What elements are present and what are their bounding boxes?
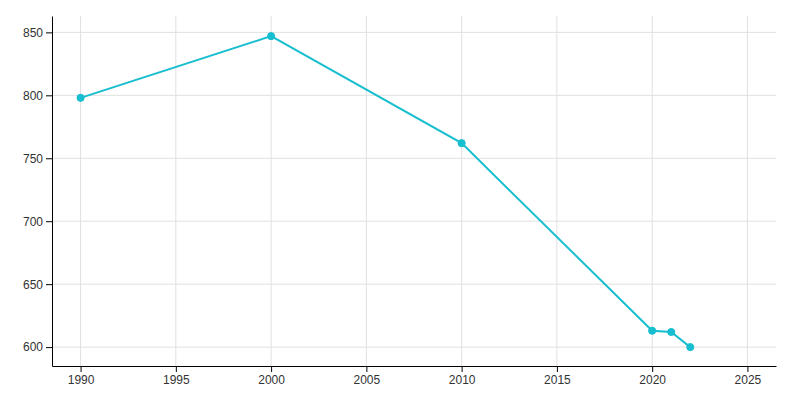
- x-tick: 1990: [68, 366, 95, 387]
- y-tick: 650: [23, 278, 52, 292]
- y-tick: 750: [23, 152, 52, 166]
- y-axis-line: [52, 17, 53, 367]
- x-grid-line: [747, 16, 748, 366]
- x-axis-line: [53, 366, 777, 367]
- plot-area: 1990 1995 2000 2005 2010 2015 2020 2025 600 650 70…: [23, 16, 777, 387]
- x-grid-line: [80, 16, 81, 366]
- x-tick-mark: [747, 366, 748, 372]
- line: [81, 36, 691, 347]
- x-tick-mark: [176, 366, 177, 372]
- x-tick-mark: [557, 366, 558, 372]
- y-tick: 600: [23, 340, 52, 354]
- x-grid-line: [556, 16, 557, 366]
- y-tick: 850: [23, 26, 52, 40]
- x-tick: 2000: [258, 366, 285, 387]
- y-grid-line: [52, 32, 776, 33]
- x-tick-label: 2025: [735, 373, 762, 387]
- x-grid-line: [461, 16, 462, 366]
- point: [77, 94, 84, 101]
- y-grid-line: [52, 284, 776, 285]
- x-tick-label: 2000: [258, 373, 285, 387]
- y-tick-mark: [46, 32, 52, 33]
- y-tick-label: 850: [23, 26, 43, 40]
- x-tick-label: 2015: [544, 373, 571, 387]
- point: [649, 327, 656, 334]
- x-tick-mark: [81, 366, 82, 372]
- y-tick-mark: [46, 284, 52, 285]
- y-tick-mark: [46, 221, 52, 222]
- y-grid-line: [52, 347, 776, 348]
- x-tick-label: 2020: [639, 373, 666, 387]
- y-tick-label: 700: [23, 215, 43, 229]
- x-tick: 2020: [639, 366, 666, 387]
- y-tick-mark: [46, 95, 52, 96]
- y-grid-line: [52, 221, 776, 222]
- x-tick: 1995: [163, 366, 190, 387]
- x-grid-line: [175, 16, 176, 366]
- x-tick-label: 1990: [68, 373, 95, 387]
- point: [668, 328, 675, 335]
- y-tick: 700: [23, 215, 52, 229]
- x-grid-line: [366, 16, 367, 366]
- point: [458, 140, 465, 147]
- y-tick-mark: [46, 347, 52, 348]
- y-tick-label: 800: [23, 89, 43, 103]
- chart-svg: 1990 1995 2000 2005 2010 2015 2020 2025 600 650 70…: [0, 0, 800, 400]
- y-tick: 800: [23, 89, 52, 103]
- x-tick-mark: [271, 366, 272, 372]
- x-tick-mark: [462, 366, 463, 372]
- x-tick: 2005: [354, 366, 381, 387]
- x-tick-mark: [652, 366, 653, 372]
- x-tick-mark: [366, 366, 367, 372]
- y-axis: 600 650 700 750 800 850: [23, 17, 53, 367]
- y-tick-label: 650: [23, 278, 43, 292]
- x-tick: 2025: [735, 366, 762, 387]
- x-tick-label: 2010: [449, 373, 476, 387]
- x-tick: 2010: [449, 366, 476, 387]
- point: [268, 33, 275, 40]
- x-tick-label: 1995: [163, 373, 190, 387]
- x-grid-line: [271, 16, 272, 366]
- y-grid-line: [52, 95, 776, 96]
- x-tick-label: 2005: [354, 373, 381, 387]
- x-axis: 1990 1995 2000 2005 2010 2015 2020 2025: [53, 366, 777, 387]
- grid: [52, 16, 776, 366]
- y-tick-mark: [46, 158, 52, 159]
- y-grid-line: [52, 158, 776, 159]
- x-tick: 2015: [544, 366, 571, 387]
- y-tick-label: 600: [23, 340, 43, 354]
- point: [687, 344, 694, 351]
- marks: [77, 33, 694, 351]
- chart-container: 1990 1995 2000 2005 2010 2015 2020 2025 600 650 70…: [0, 0, 800, 400]
- x-grid-line: [652, 16, 653, 366]
- y-tick-label: 750: [23, 152, 43, 166]
